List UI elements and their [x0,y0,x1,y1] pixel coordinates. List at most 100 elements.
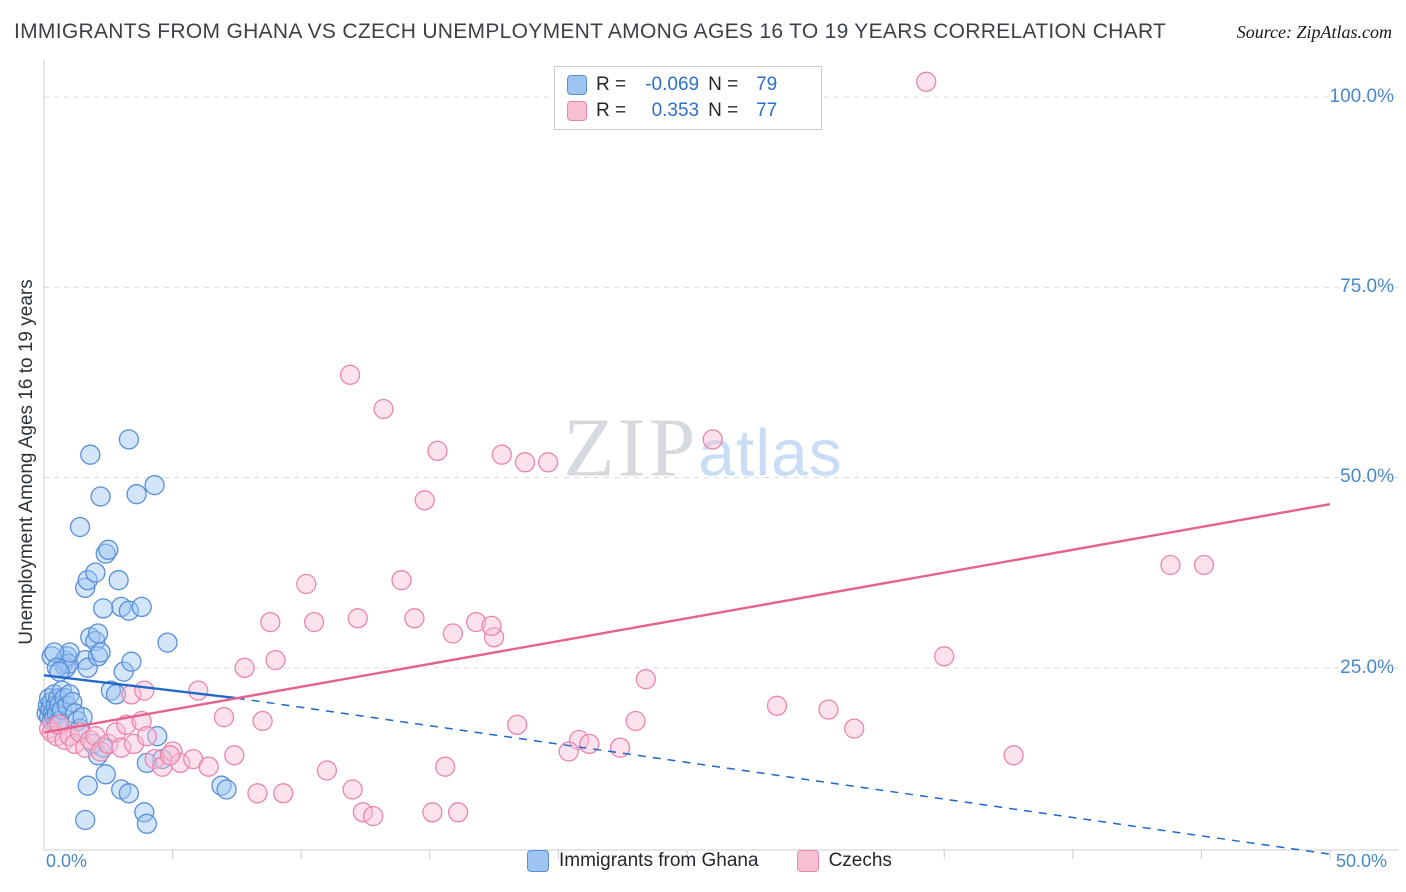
scatter-point [347,608,368,629]
scatter-point [90,486,111,507]
r-label: R = [596,100,627,121]
ghana-trend-dashed [236,697,1331,855]
legend-item-ghana: Immigrants from Ghana [527,850,759,872]
scatter-point [77,570,98,591]
scatter-point [136,726,158,747]
scatter-point [116,714,137,735]
scatter-point [131,596,152,618]
r-value-ghana: -0.069 [645,74,700,95]
ghana-legend-swatch-icon [527,850,549,872]
scatter-point [373,398,394,420]
scatter-point [414,490,435,511]
scatter-point [85,630,106,652]
scatter-point [465,611,487,633]
n-value-ghana: 79 [756,74,778,95]
scatter-point [363,805,384,827]
scatter-point [1003,745,1024,766]
scatter-point [447,802,469,823]
scatter-point [558,741,579,762]
legend-label-ghana: Immigrants from Ghana [559,850,759,871]
scatter-point [198,756,219,777]
ghana-series-swatch-icon [567,75,587,95]
legend-label-czechs: Czechs [828,850,892,871]
scatter-point [1160,554,1181,576]
scatter-point [98,539,119,560]
scatter-point [252,710,273,732]
scatter-point [157,632,178,653]
r-label: R = [596,74,627,95]
scatter-point [296,573,317,595]
r-value-czechs: 0.353 [651,100,700,121]
scatter-point [435,756,456,777]
stats-row-czechs: R = 0.353 N = 77 [567,100,809,122]
scatter-point [188,680,209,701]
scatter-point [59,684,80,705]
czechs-legend-swatch-icon [796,850,819,872]
scatter-point [537,452,559,473]
scatter-point [111,737,132,758]
scatter-point [118,429,140,450]
scatter-point [422,802,443,823]
x-tick-label-0: 0.0% [46,851,88,871]
czechs-trend-solid [43,502,1331,734]
scatter-point [170,752,191,774]
scatter-point [216,779,237,800]
scatter-point [44,642,65,663]
scatter-point [844,718,865,739]
scatter-point [352,802,374,823]
scatter-point [934,646,955,667]
scatter-point [90,741,111,762]
scatter-point [273,783,294,804]
scatter-point [75,577,96,598]
scatter-point [87,623,109,644]
scatter-point [213,707,235,728]
scatter-point [260,611,281,633]
scatter-point [147,726,168,747]
ghana-trend-solid [43,674,238,700]
scatter-point [162,741,183,762]
scatter-point [95,764,116,785]
x-tick-label-50: 50.0% [1336,851,1388,871]
scatter-point [85,562,106,583]
scatter-point [702,429,723,450]
scatter-point [69,516,91,538]
n-label: N = [708,74,739,95]
scatter-point [568,729,590,751]
scatter-point [144,474,165,496]
scatter-point [316,760,338,781]
scatter-point [491,444,512,465]
scatter-point [118,783,140,804]
y-tick-label-25: 25.0% [1340,657,1394,678]
scatter-point [916,71,937,92]
scatter-point [98,733,119,755]
scatter-point [481,615,502,637]
scatter-point [766,695,788,716]
y-tick-label-100: 100.0% [1329,86,1394,107]
stats-legend-box: R = -0.069 N = 79 R = 0.353 N = 77 [554,66,822,130]
scatter-point [75,809,96,831]
scatter-point [625,710,646,732]
scatter-point [77,657,98,678]
scatter-point [80,444,101,465]
scatter-point [342,779,363,800]
scatter-point [507,714,528,735]
scatter-point [404,608,425,629]
scatter-point [64,733,86,755]
scatter-point [77,775,98,796]
scatter-point [1193,554,1215,576]
scatter-point [234,657,255,678]
scatter-point [391,570,412,591]
scatter-point [265,649,286,671]
legend-item-czechs: Czechs [796,850,892,872]
scatter-point [90,642,111,663]
scatter-point [339,364,361,385]
scatter-point [105,722,127,743]
scatter-point [126,484,147,505]
scatter-point [514,452,536,473]
scatter-point [159,745,181,766]
scatter-point [118,600,140,621]
scatter-point [87,646,109,667]
scatter-point [121,651,142,672]
